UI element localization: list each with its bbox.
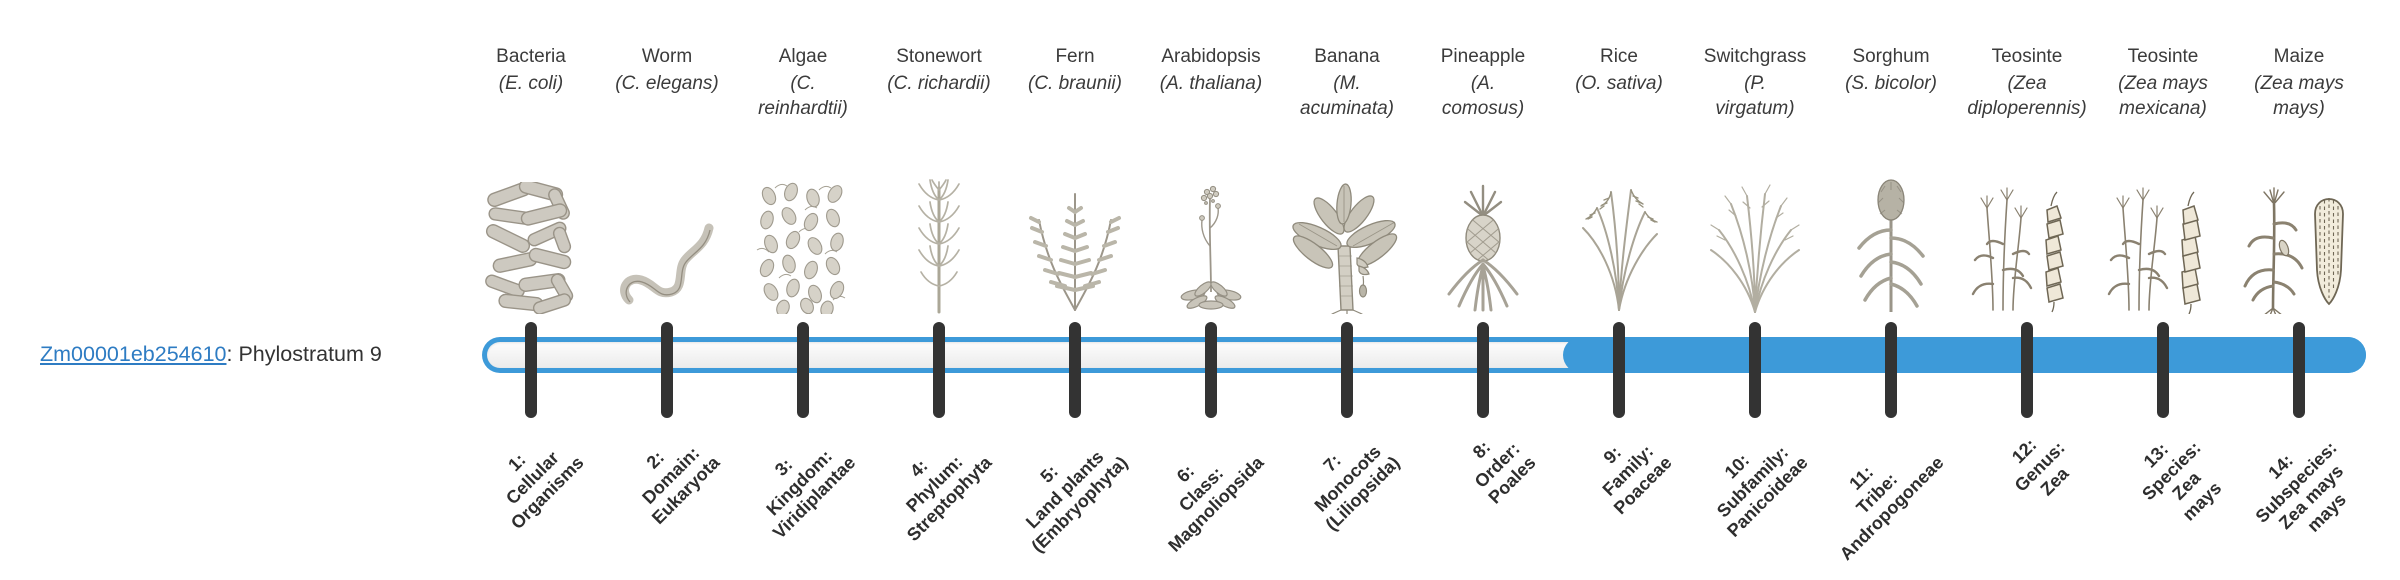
organism-name: Switchgrass — [1703, 46, 1807, 67]
organism-name: Teosinte — [2127, 46, 2199, 67]
tick-mark-5 — [1069, 322, 1081, 418]
organism-species: (C. elegans) — [615, 73, 719, 94]
stratum-label-2: 2: Domain: Eukaryota — [637, 442, 724, 529]
algae-icon — [715, 130, 891, 314]
organism-species: (C. reinhardtii) — [758, 73, 848, 119]
organism-species: (Zea diploperennis) — [1967, 73, 2087, 119]
column-arabidopsis: Arabidopsis (A. thaliana) — [1143, 38, 1279, 580]
stratum-label-10: 10: Subfamily: Panicoideae — [1712, 441, 1812, 541]
bar-filled-region — [1563, 337, 2366, 373]
column-worm: Worm (C. elegans) 2: Domain: Eukaryota — [599, 38, 735, 580]
switchgrass-icon — [1667, 130, 1843, 314]
stratum-label-5: 5: Land plants (Embryophyta) — [1021, 446, 1132, 557]
organism-name: Bacteria — [496, 46, 566, 67]
organism-name: Stonewort — [896, 46, 982, 67]
tick-mark-14 — [2293, 322, 2305, 418]
arabidopsis-icon — [1123, 130, 1299, 314]
tick-mark-11 — [1885, 322, 1897, 418]
fern-icon — [987, 130, 1163, 314]
bacteria-icon — [443, 130, 619, 314]
organism-name: Banana — [1314, 46, 1380, 67]
maize-icon — [2211, 130, 2387, 314]
column-rice: Rice (O. sativa) — [1551, 38, 1687, 580]
organism-species: (C. braunii) — [1028, 73, 1122, 94]
organism-name: Rice — [1599, 46, 1638, 67]
stratum-label-12: 12: Genus: Zea — [2007, 434, 2073, 500]
column-teosinte-diploperennis: Teosinte (Zea diploperennis) — [1959, 38, 2095, 580]
stratum-label-3: 3: Kingdom: Viridiplantae — [762, 445, 860, 543]
banana-icon — [1259, 130, 1435, 314]
stratum-label-13: 13: Species: Zea mays — [2137, 437, 2225, 525]
stratum-label-14: 14: Subspecies: Zea mays mays — [2251, 437, 2350, 536]
organism-species: (M. acuminata) — [1300, 73, 1394, 119]
column-pineapple: Pineapple (A. comosus) — [1415, 38, 1551, 580]
column-switchgrass: Switchgrass (P. virgatum) — [1687, 38, 1823, 580]
gene-id-link[interactable]: Zm00001eb254610 — [40, 342, 227, 366]
gene-stratum-text: : Phylostratum 9 — [226, 342, 382, 366]
column-teosinte-mexicana: Teosinte (Zea mays mexicana) — [2095, 38, 2231, 580]
column-bacteria: Bacteria (E. coli) — [463, 38, 599, 580]
organism-name: Maize — [2273, 46, 2325, 67]
organism-species: (Zea mays mexicana) — [2118, 73, 2208, 119]
tick-mark-10 — [1749, 322, 1761, 418]
sorghum-icon — [1803, 130, 1979, 314]
organism-species: (Zea mays mays) — [2254, 73, 2344, 119]
tick-mark-8 — [1477, 322, 1489, 418]
organism-species: (S. bicolor) — [1845, 73, 1937, 94]
stratum-label-4: 4: Phylum: Streptophyta — [901, 451, 996, 546]
organism-species: (A. thaliana) — [1159, 73, 1263, 94]
column-fern: Fern (C. braunii) — [1007, 38, 1143, 580]
organism-species: (P. virgatum) — [1715, 73, 1795, 119]
column-sorghum: Sorghum (S. bicolor) — [1823, 38, 1959, 580]
tick-mark-3 — [797, 322, 809, 418]
stratum-label-1: 1: Cellular Organisms — [501, 447, 588, 534]
organism-species: (C. richardii) — [887, 73, 991, 94]
column-stonewort: Stonewort (C. richardii) 4: Phylum: Stre… — [871, 38, 1007, 580]
organism-species: (E. coli) — [498, 73, 564, 94]
rice-icon — [1531, 130, 1707, 314]
stratum-label-7: 7: Monocots (Liliopsida) — [1310, 441, 1404, 535]
teosinte-icon — [1939, 130, 2115, 314]
organism-name: Algae — [778, 46, 828, 67]
teosinte-icon — [2075, 130, 2251, 314]
gene-label: Zm00001eb254610: Phylostratum 9 — [40, 342, 382, 367]
worm-icon — [579, 130, 755, 314]
column-banana: Banana (M. acuminata) — [1279, 38, 1415, 580]
tick-mark-1 — [525, 322, 537, 418]
stratum-label-8: 8: Order: Poales — [1468, 436, 1540, 508]
tick-mark-12 — [2021, 322, 2033, 418]
organism-species: (A. comosus) — [1441, 73, 1525, 119]
organism-name: Worm — [641, 46, 693, 67]
pineapple-icon — [1395, 130, 1571, 314]
stratum-label-6: 6: Class: Magnoliopsida — [1164, 452, 1268, 556]
stonewort-icon — [851, 130, 1027, 314]
stratum-label-11: 11: Tribe: Andropogoneae — [1835, 452, 1948, 565]
tick-mark-9 — [1613, 322, 1625, 418]
tick-mark-2 — [661, 322, 673, 418]
tick-mark-6 — [1205, 322, 1217, 418]
organism-name: Pineapple — [1440, 46, 1526, 67]
stratum-label-9: 9: Family: Poaceae — [1598, 440, 1676, 519]
organism-name: Arabidopsis — [1161, 46, 1261, 67]
column-maize: Maize (Zea mays mays) — [2231, 38, 2367, 580]
tick-mark-4 — [933, 322, 945, 418]
organism-name: Sorghum — [1852, 46, 1930, 67]
tick-mark-13 — [2157, 322, 2169, 418]
organism-name: Teosinte — [1991, 46, 2063, 67]
organism-species: (O. sativa) — [1575, 73, 1663, 94]
phylostrata-columns: Bacteria (E. coli) — [463, 38, 2367, 580]
organism-name: Fern — [1055, 46, 1095, 67]
column-algae: Algae (C. reinhardtii) 3: Ki — [735, 38, 871, 580]
tick-mark-7 — [1341, 322, 1353, 418]
